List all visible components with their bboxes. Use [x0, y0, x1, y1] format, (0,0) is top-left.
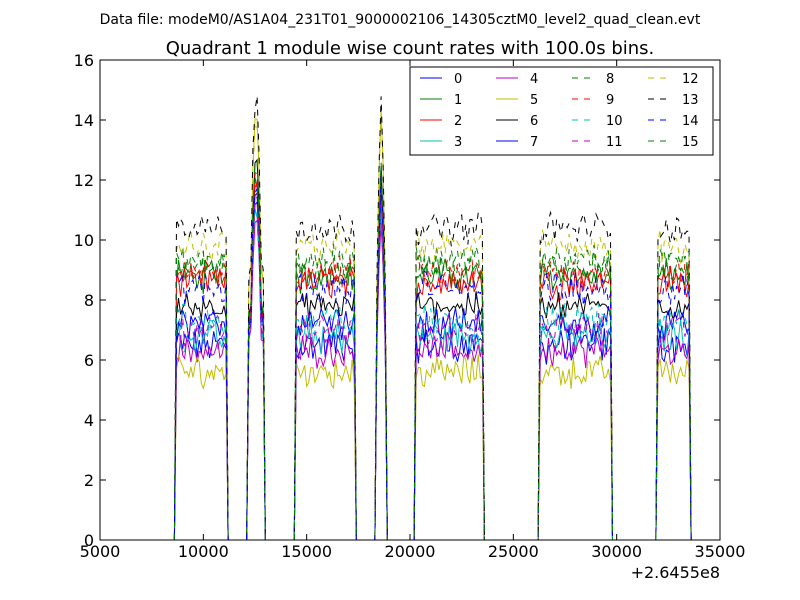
figure-suptitle: Data file: modeM0/AS1A04_231T01_90000021…	[100, 12, 701, 28]
legend-label: 4	[530, 72, 538, 87]
legend-label: 15	[682, 135, 699, 150]
x-tick-label: 5000	[80, 542, 121, 561]
legend-label: 0	[454, 72, 462, 87]
series-line-14	[173, 175, 692, 541]
chart-title: Quadrant 1 module wise count rates with …	[166, 38, 655, 59]
legend-label: 1	[454, 93, 462, 108]
legend-label: 5	[530, 93, 538, 108]
x-tick-label: 20000	[385, 542, 436, 561]
y-tick-label: 4	[84, 411, 94, 430]
x-axis: 5000 10000 15000 20000 25000 30000 35000	[80, 60, 746, 561]
legend-label: 9	[606, 93, 614, 108]
legend-frame	[409, 66, 714, 156]
x-tick-label: 15000	[281, 542, 332, 561]
series-line-8	[173, 166, 692, 541]
legend-label: 13	[682, 93, 699, 108]
y-tick-label: 0	[84, 531, 94, 550]
y-tick-label: 16	[74, 51, 94, 70]
x-tick-label: 10000	[178, 542, 229, 561]
legend-label: 2	[454, 114, 462, 129]
legend-label: 11	[606, 135, 623, 150]
legend-label: 3	[454, 135, 462, 150]
y-tick-label: 10	[74, 231, 94, 250]
series-line-12	[173, 111, 692, 541]
legend-label: 14	[682, 114, 699, 129]
series-line-13	[173, 95, 692, 541]
legend-label: 12	[682, 72, 699, 87]
series-line-5	[173, 109, 692, 541]
x-offset-label: +2.6455e8	[631, 563, 720, 582]
legend-label: 7	[530, 135, 538, 150]
plot-lines	[173, 95, 692, 541]
x-tick-label: 25000	[488, 542, 539, 561]
x-tick-label: 35000	[695, 542, 746, 561]
y-tick-label: 2	[84, 471, 94, 490]
y-tick-label: 6	[84, 351, 94, 370]
legend-label: 8	[606, 72, 614, 87]
y-tick-label: 14	[74, 111, 94, 130]
legend-label: 6	[530, 114, 538, 129]
legend-label: 10	[606, 114, 623, 129]
y-tick-label: 12	[74, 171, 94, 190]
x-tick-label: 30000	[591, 542, 642, 561]
y-tick-label: 8	[84, 291, 94, 310]
